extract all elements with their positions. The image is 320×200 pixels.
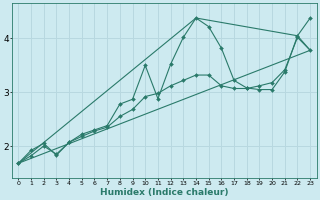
X-axis label: Humidex (Indice chaleur): Humidex (Indice chaleur)	[100, 188, 228, 197]
